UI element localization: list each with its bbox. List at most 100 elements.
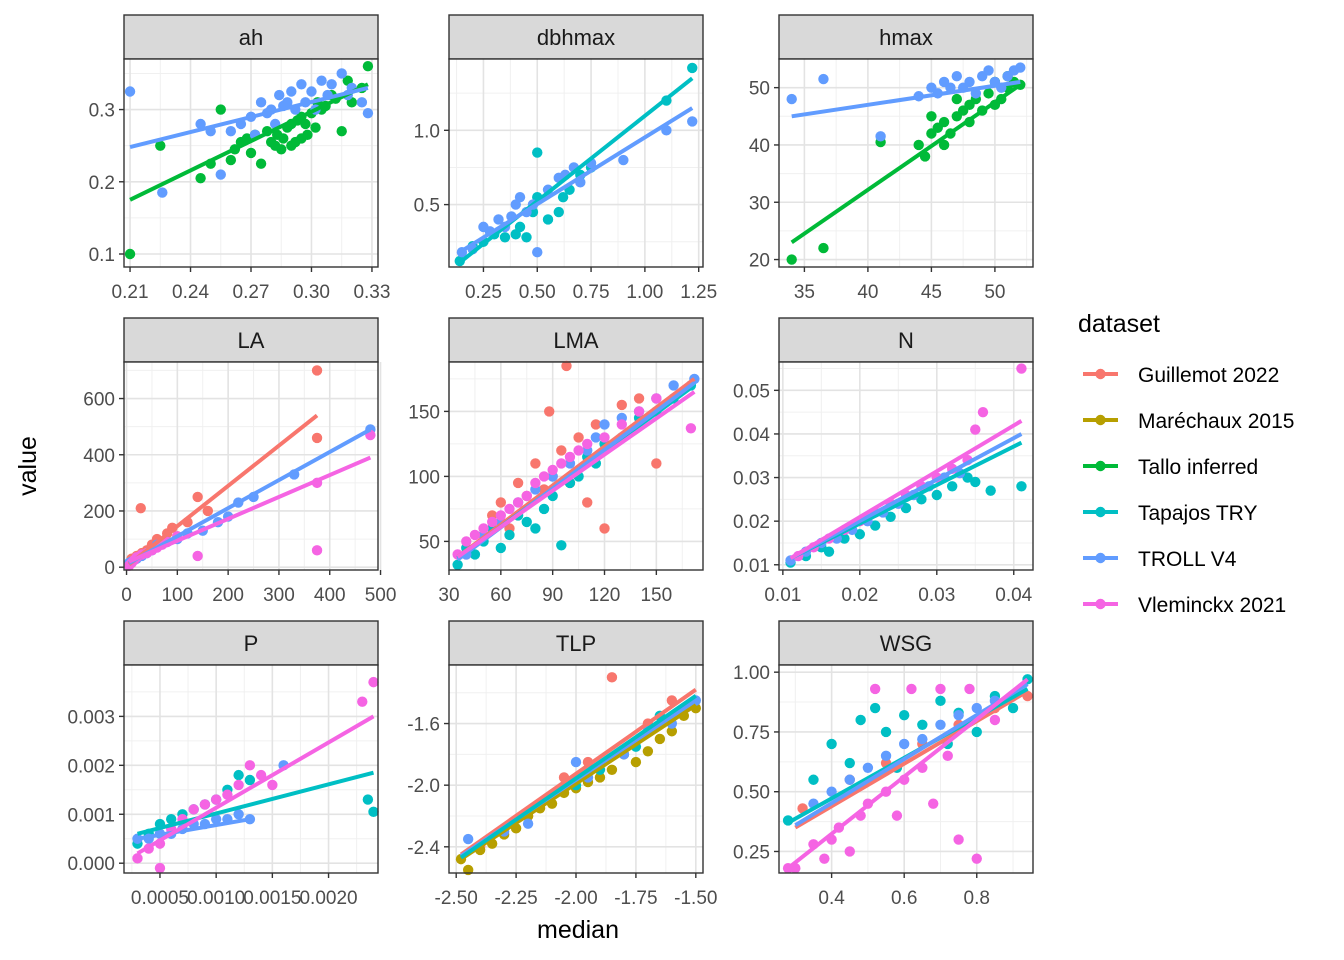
data-point-tapajos-try [880,726,892,738]
x-tick-label: 0.01 [764,585,801,606]
y-tick-label: 200 [83,502,115,523]
data-point-tapajos-try [244,774,256,786]
y-tick-label: 20 [749,251,770,272]
data-point-tallo-inferred [983,88,994,99]
facet-label-la: LA [238,328,265,353]
panel-border [123,664,379,874]
facet-label-wsg: WSG [880,631,933,656]
data-point-guillemot-2022 [544,406,555,417]
data-point-tapajos-try [870,520,881,531]
legend-label: TROLL V4 [1138,548,1237,571]
y-tick-label: 0.25 [733,842,770,863]
legend-label: Vleminckx 2021 [1138,594,1286,617]
data-point-tapajos-try [538,503,550,515]
data-point-troll-v4 [1015,62,1026,73]
y-tick-label: 0.002 [67,756,115,777]
data-point-troll-v4 [282,97,293,108]
data-point-vleminckx-2021 [685,423,697,434]
x-tick-label: 90 [542,585,563,606]
x-tick-label: 0.25 [465,282,502,303]
x-tick-label: 40 [857,282,878,303]
data-point-mar-chaux-2015 [630,756,642,768]
data-point-troll-v4 [514,191,526,203]
legend-label: Guillemot 2022 [1138,364,1279,387]
x-tick-label: 1.25 [680,282,717,303]
data-point-vleminckx-2021 [255,769,267,781]
fit-line-tallo-inferred [129,82,369,202]
data-point-tallo-inferred [336,126,347,137]
y-tick-label: 0.3 [89,101,115,122]
data-point-guillemot-2022 [311,365,323,376]
y-tick-label: 0.05 [733,381,770,402]
data-point-vleminckx-2021 [869,683,881,695]
data-point-vleminckx-2021 [192,550,203,562]
data-point-vleminckx-2021 [564,451,576,463]
data-point-tapajos-try [556,540,567,551]
facet-label-dbhmax: dbhmax [537,25,615,50]
data-point-tallo-inferred [310,122,321,133]
x-tick-label: 35 [794,282,815,303]
data-point-tapajos-try [521,232,532,243]
facet-strip-n [778,317,1034,363]
facet-strip-la [123,317,379,363]
legend-key-point [1095,552,1106,564]
data-point-tapajos-try [557,191,569,203]
y-tick-label: 0.01 [733,556,770,577]
data-point-guillemot-2022 [556,445,567,456]
data-point-tapajos-try [916,494,927,505]
data-point-vleminckx-2021 [953,834,964,845]
x-tick-label: 0 [121,585,132,606]
x-tick-label: 1.00 [626,282,663,303]
x-tick-label: 0.27 [233,282,270,303]
data-point-tallo-inferred [300,118,311,130]
data-point-vleminckx-2021 [267,779,278,791]
data-point-vleminckx-2021 [633,406,645,417]
x-tick-label: 60 [490,585,511,606]
data-point-troll-v4 [951,70,962,82]
y-axis-title: value [14,436,42,496]
data-point-tallo-inferred [255,158,267,169]
data-point-troll-v4 [336,68,347,79]
facet-strip-dbhmax [448,14,704,60]
x-tick-label: 500 [365,585,397,606]
fit-line-vleminckx-2021 [786,677,1029,870]
panel-border [778,664,1034,874]
data-point-tapajos-try [844,757,855,769]
data-point-tapajos-try [530,523,541,534]
data-point-troll-v4 [875,131,886,142]
fit-line-tapajos-try [459,694,697,860]
data-point-guillemot-2022 [512,477,524,489]
data-point-tallo-inferred [276,144,287,155]
fit-line-tapajos-try [136,770,375,836]
data-point-vleminckx-2021 [547,464,558,476]
data-point-troll-v4 [462,833,474,845]
panel-n: N 0.01 0.02 0.03 0.04 0.01 0.02 0.03 0.04 0.05 [733,317,1034,606]
fit-line-guillemot-2022 [127,413,319,566]
x-tick-label: 30 [438,585,459,606]
fit-line-vleminckx-2021 [136,714,375,856]
facet-label-tlp: TLP [556,631,596,656]
y-tick-label: 150 [408,402,440,423]
data-point-vleminckx-2021 [977,406,989,418]
y-tick-label: 600 [83,390,115,411]
facet-panels: ah 0.21 0.24 0.27 0.30 0.33 0.1 0.2 0.3 dbhmax 0.2… [67,14,1034,909]
data-point-tapajos-try [885,511,896,523]
data-point-troll-v4 [326,79,337,90]
data-point-tapajos-try [985,485,996,496]
panel-ah: ah 0.21 0.24 0.27 0.30 0.33 0.1 0.2 0.3 [89,14,390,303]
legend-item-tapajos-try: Tapajos TRY [1083,502,1257,525]
data-point-mar-chaux-2015 [594,772,606,783]
y-tick-label: 0.003 [67,707,115,728]
data-point-tapajos-try [469,549,481,560]
data-point-troll-v4 [786,93,797,105]
panel-border [123,361,379,571]
data-point-tapajos-try [687,62,698,74]
panel-border [778,361,1034,571]
legend-key-point [1095,414,1106,426]
data-point-guillemot-2022 [599,523,610,534]
data-point-tallo-inferred [124,248,136,260]
data-point-guillemot-2022 [561,360,572,372]
data-point-troll-v4 [356,97,368,108]
x-tick-label: 0.0005 [131,888,189,909]
